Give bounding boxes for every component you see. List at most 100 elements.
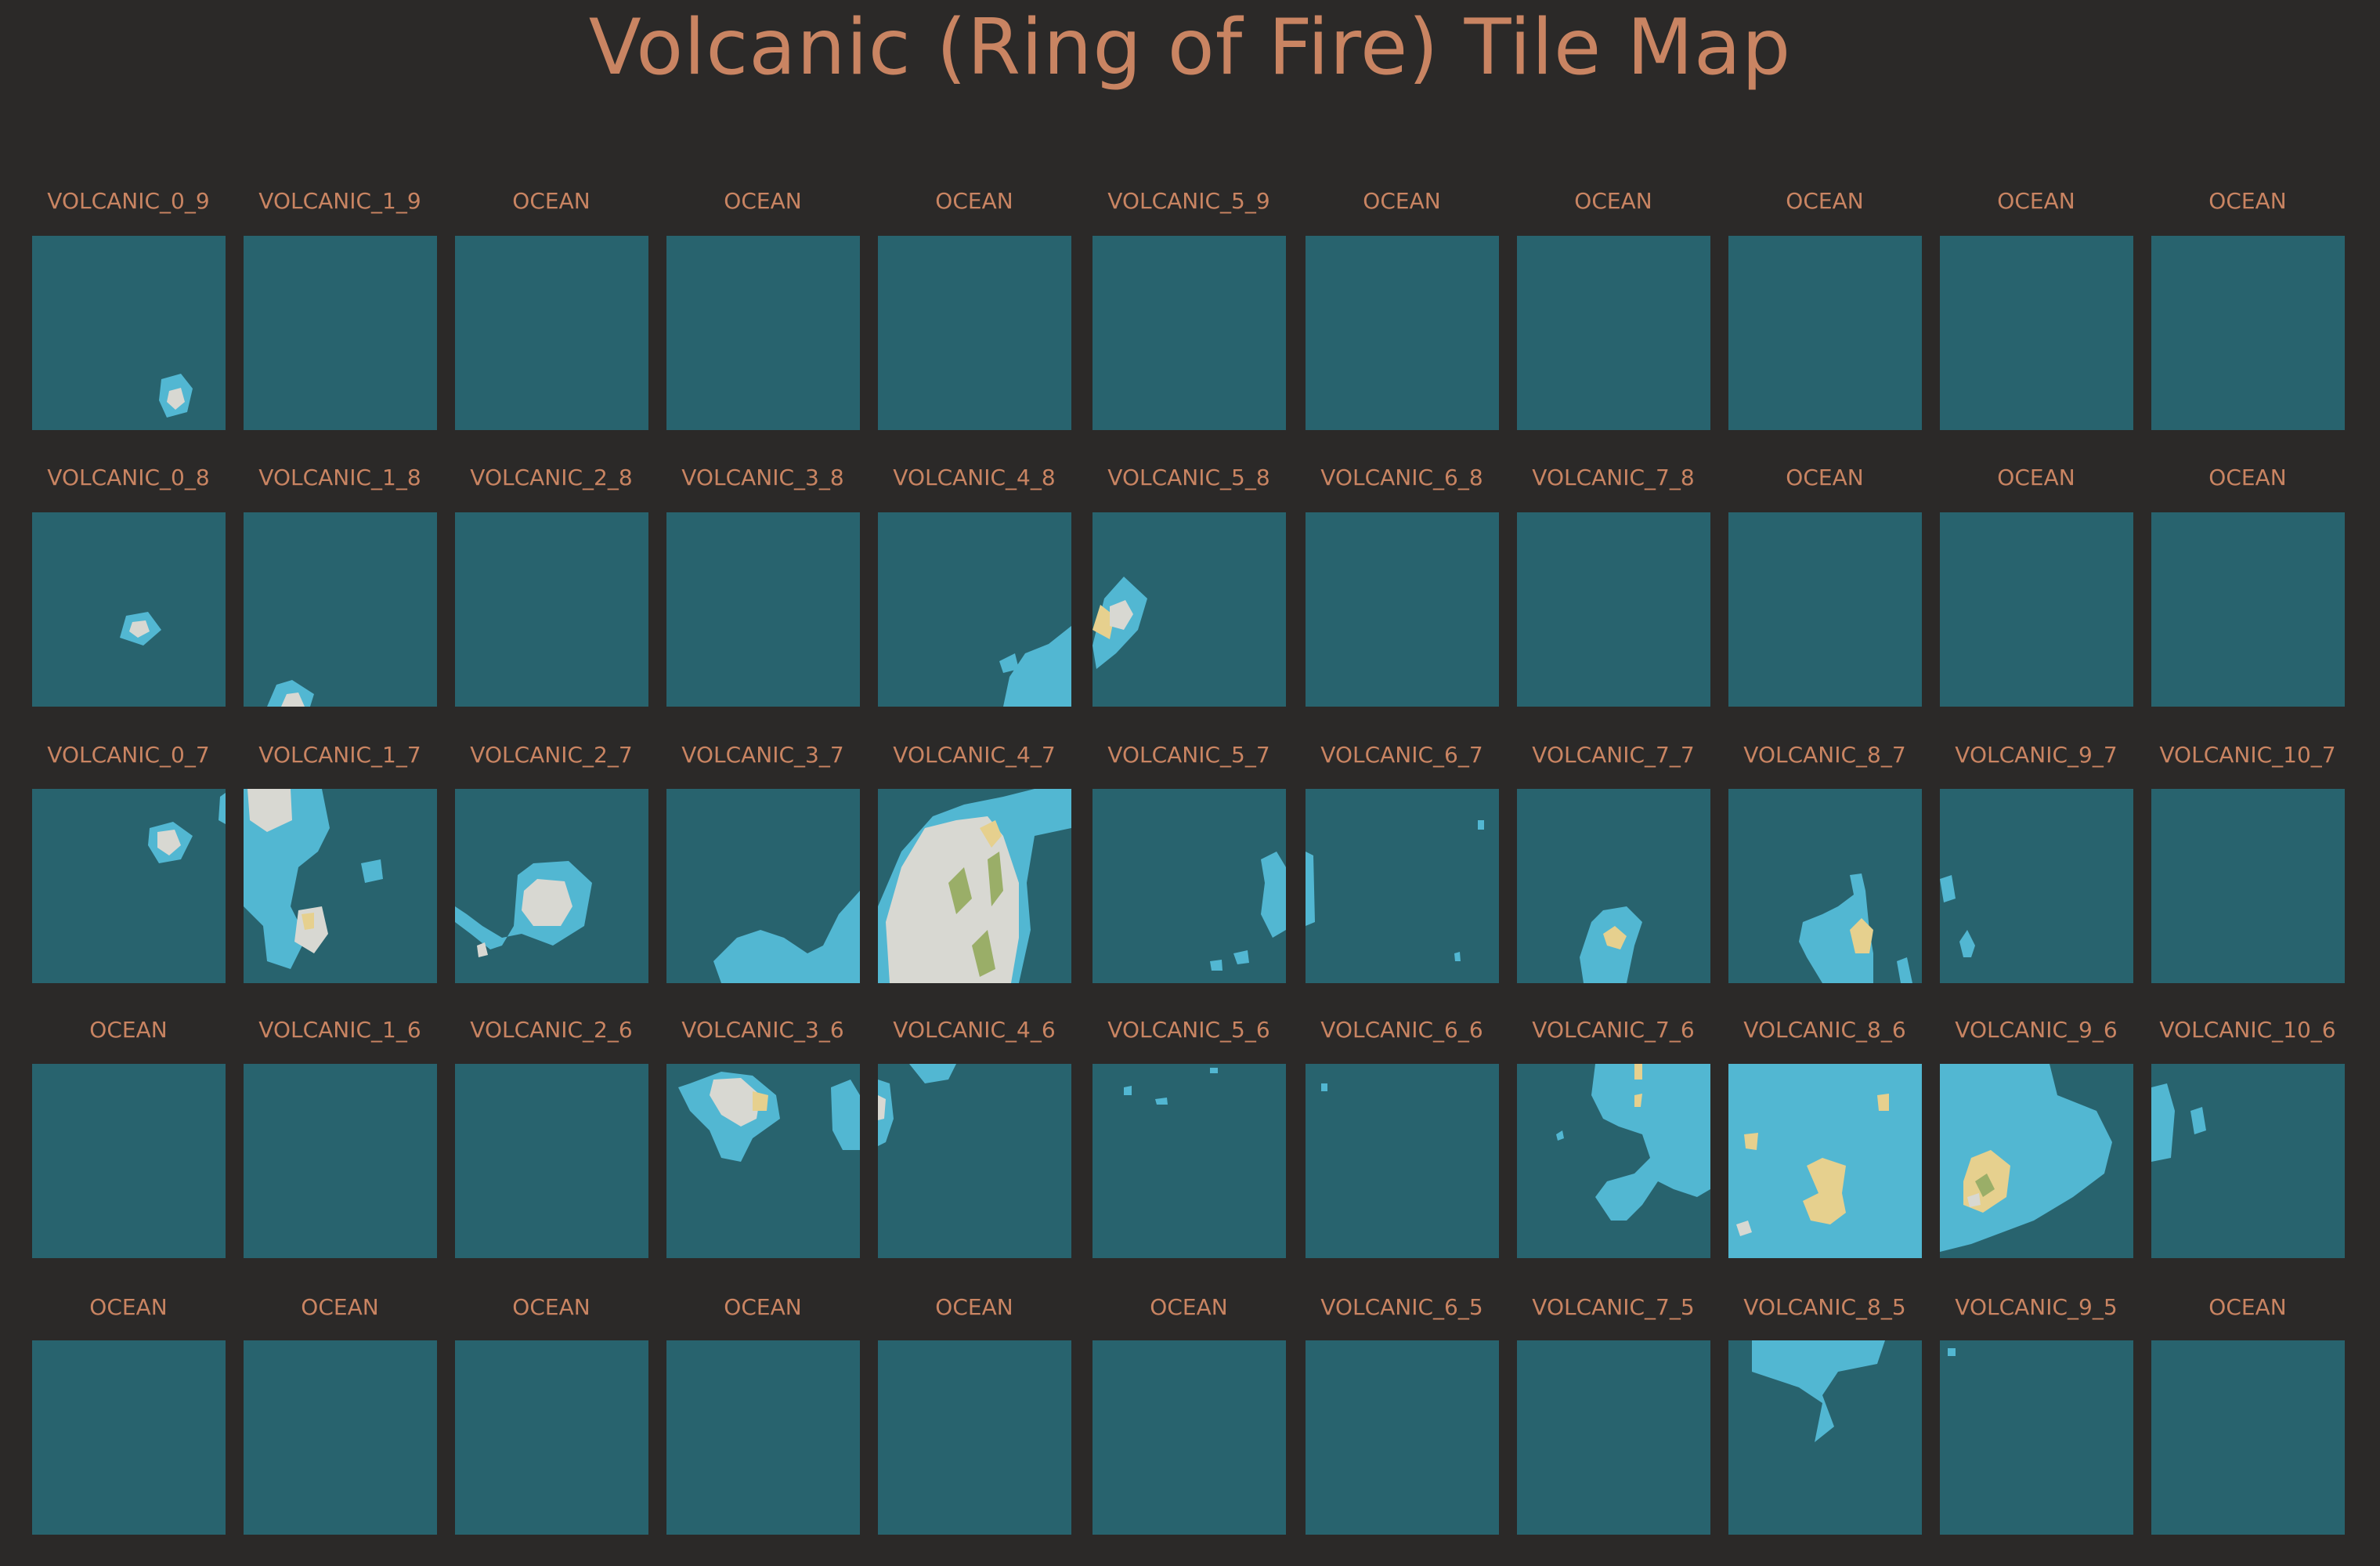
tile-label: OCEAN bbox=[2208, 188, 2287, 214]
map-tile[interactable] bbox=[878, 789, 1071, 983]
map-tile[interactable] bbox=[1517, 789, 1710, 983]
terrain-shape bbox=[710, 1078, 760, 1127]
tile-label: OCEAN bbox=[512, 1294, 590, 1320]
map-tile[interactable] bbox=[1306, 512, 1499, 707]
map-tile[interactable] bbox=[1940, 789, 2133, 983]
terrain-shape bbox=[302, 913, 314, 930]
terrain-shape bbox=[1454, 820, 1484, 961]
tile-label: VOLCANIC_1_7 bbox=[258, 742, 421, 768]
map-tile[interactable] bbox=[1092, 789, 1286, 983]
tile-label: VOLCANIC_4_8 bbox=[893, 465, 1056, 490]
tile-label: VOLCANIC_1_8 bbox=[258, 465, 421, 490]
map-tile[interactable] bbox=[32, 1340, 226, 1535]
terrain-graphic bbox=[1556, 1064, 1710, 1221]
terrain-shape bbox=[1967, 1193, 1981, 1207]
map-tile[interactable] bbox=[878, 512, 1071, 707]
map-tile[interactable] bbox=[1728, 512, 1922, 707]
map-tile[interactable] bbox=[2151, 236, 2345, 430]
map-tile[interactable] bbox=[1517, 1340, 1710, 1535]
terrain-shape bbox=[1306, 852, 1315, 926]
map-tile[interactable] bbox=[666, 789, 860, 983]
map-tile[interactable] bbox=[2151, 1340, 2345, 1535]
terrain-shape bbox=[753, 1091, 768, 1111]
map-tile[interactable] bbox=[1306, 789, 1499, 983]
map-tile[interactable] bbox=[1306, 1340, 1499, 1535]
map-tile[interactable] bbox=[455, 236, 648, 430]
tile-label: VOLCANIC_9_7 bbox=[1955, 742, 2118, 768]
map-tile[interactable] bbox=[666, 1064, 860, 1258]
terrain-shape bbox=[1940, 875, 1956, 902]
terrain-shape bbox=[1959, 930, 1975, 957]
map-tile[interactable] bbox=[1517, 1064, 1710, 1258]
tile-label: VOLCANIC_0_7 bbox=[47, 742, 210, 768]
terrain-shape bbox=[1940, 1064, 2112, 1252]
tile-label: OCEAN bbox=[724, 1294, 802, 1320]
tile-label: VOLCANIC_3_7 bbox=[681, 742, 844, 768]
map-tile[interactable] bbox=[1728, 789, 1922, 983]
map-tile[interactable] bbox=[666, 1340, 860, 1535]
map-tile[interactable] bbox=[2151, 789, 2345, 983]
tile-label: OCEAN bbox=[512, 188, 590, 214]
map-tile[interactable] bbox=[1092, 236, 1286, 430]
tile-label: OCEAN bbox=[301, 1294, 379, 1320]
terrain-graphic bbox=[878, 1064, 956, 1146]
map-tile[interactable] bbox=[244, 789, 437, 983]
terrain-shape bbox=[1261, 852, 1286, 938]
map-tile[interactable] bbox=[244, 512, 437, 707]
map-tile[interactable] bbox=[455, 789, 648, 983]
map-tile[interactable] bbox=[1940, 1340, 2133, 1535]
tile-label: VOLCANIC_1_9 bbox=[258, 188, 421, 214]
terrain-shape bbox=[477, 942, 488, 957]
terrain-graphic bbox=[455, 861, 592, 957]
terrain-graphic bbox=[1728, 1064, 1922, 1258]
map-tile[interactable] bbox=[878, 236, 1071, 430]
map-tile[interactable] bbox=[1092, 512, 1286, 707]
terrain-graphic bbox=[120, 612, 161, 646]
tile-label: OCEAN bbox=[1997, 465, 2075, 490]
map-tile[interactable] bbox=[32, 512, 226, 707]
map-tile[interactable] bbox=[455, 1340, 648, 1535]
map-tile[interactable] bbox=[244, 1340, 437, 1535]
map-tile[interactable] bbox=[32, 1064, 226, 1258]
tile-label: OCEAN bbox=[2208, 1294, 2287, 1320]
terrain-graphic bbox=[1940, 1064, 2112, 1252]
terrain-shape bbox=[1948, 1348, 1956, 1356]
tile-label: VOLCANIC_7_6 bbox=[1532, 1017, 1695, 1043]
terrain-shape bbox=[909, 1064, 956, 1083]
map-tile[interactable] bbox=[2151, 1064, 2345, 1258]
map-tile[interactable] bbox=[1092, 1340, 1286, 1535]
terrain-shape bbox=[886, 816, 1019, 983]
tile-label: VOLCANIC_4_7 bbox=[893, 742, 1056, 768]
tile-label: VOLCANIC_8_5 bbox=[1743, 1294, 1906, 1320]
map-tile[interactable] bbox=[666, 512, 860, 707]
map-tile[interactable] bbox=[1728, 1340, 1922, 1535]
map-tile[interactable] bbox=[455, 512, 648, 707]
terrain-shape bbox=[1744, 1094, 1889, 1224]
map-tile[interactable] bbox=[878, 1064, 1071, 1258]
terrain-shape bbox=[1799, 873, 1873, 983]
map-tile[interactable] bbox=[2151, 512, 2345, 707]
map-tile[interactable] bbox=[878, 1340, 1071, 1535]
tile-label: VOLCANIC_9_5 bbox=[1955, 1294, 2118, 1320]
map-tile[interactable] bbox=[1940, 1064, 2133, 1258]
map-tile[interactable] bbox=[666, 236, 860, 430]
terrain-shape bbox=[1752, 1340, 1885, 1442]
map-tile[interactable] bbox=[1728, 1064, 1922, 1258]
map-tile[interactable] bbox=[32, 789, 226, 983]
map-tile[interactable] bbox=[244, 1064, 437, 1258]
tile-label: VOLCANIC_2_7 bbox=[470, 742, 633, 768]
map-tile[interactable] bbox=[1940, 236, 2133, 430]
terrain-graphic bbox=[1948, 1348, 1956, 1356]
map-tile[interactable] bbox=[244, 236, 437, 430]
map-tile[interactable] bbox=[1306, 1064, 1499, 1258]
map-tile[interactable] bbox=[1728, 236, 1922, 430]
terrain-shape bbox=[522, 879, 572, 926]
map-tile[interactable] bbox=[1306, 236, 1499, 430]
map-tile[interactable] bbox=[32, 236, 226, 430]
map-tile[interactable] bbox=[455, 1064, 648, 1258]
map-tile[interactable] bbox=[1517, 236, 1710, 430]
tile-label: OCEAN bbox=[2208, 465, 2287, 490]
map-tile[interactable] bbox=[1517, 512, 1710, 707]
map-tile[interactable] bbox=[1092, 1064, 1286, 1258]
map-tile[interactable] bbox=[1940, 512, 2133, 707]
